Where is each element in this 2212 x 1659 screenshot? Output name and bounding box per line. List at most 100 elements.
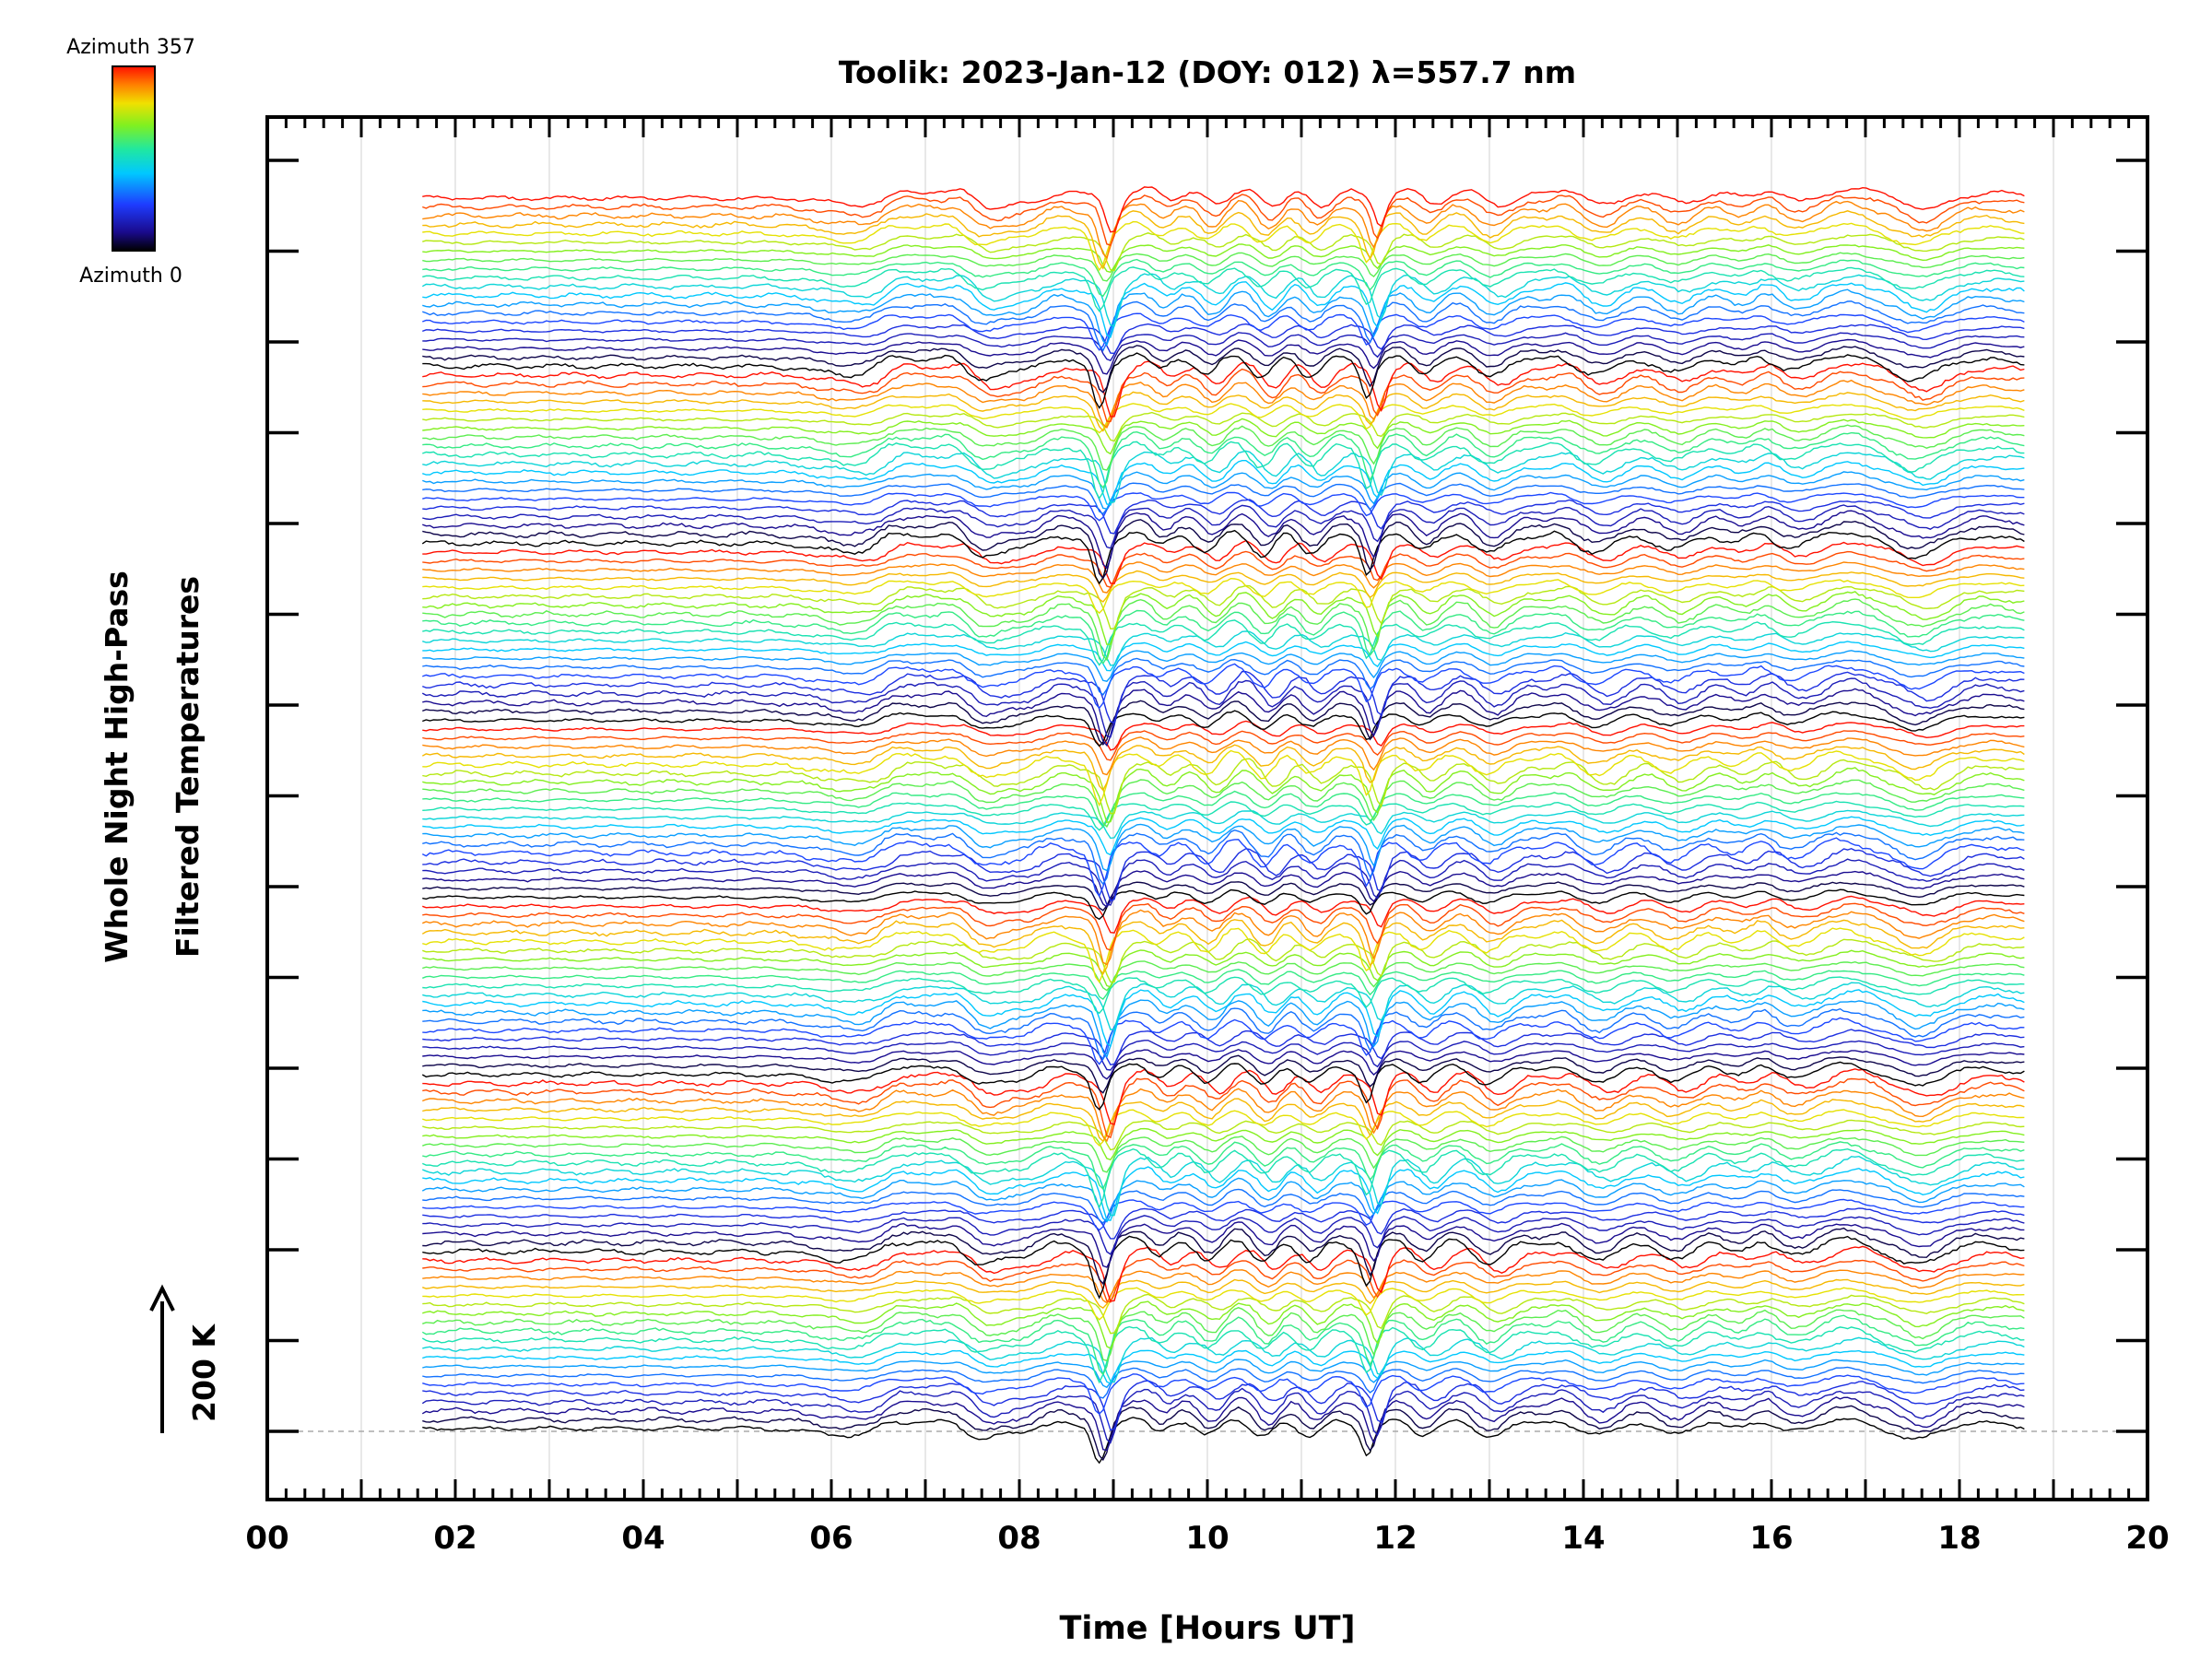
azimuth-series-line [422,1417,2025,1465]
x-tick-label: 18 [1937,1520,1981,1557]
azimuth-series-line [422,1098,2025,1143]
azimuth-series-line [422,570,2025,603]
azimuth-series-line [422,989,2025,1048]
azimuth-series-line [422,332,2025,361]
azimuth-series-line [422,584,2025,629]
azimuth-series-line [422,450,2025,504]
scale-bar-label: 200 K [186,1324,222,1422]
azimuth-series-line [422,700,2025,746]
azimuth-series-line [422,730,2025,761]
azimuth-series-line [422,800,2025,831]
azimuth-series-line [422,499,2025,535]
azimuth-series-line [422,976,2025,1015]
azimuth-series-line [422,1135,2025,1173]
azimuth-series-line [422,300,2025,352]
azimuth-series-line [422,758,2025,815]
azimuth-series-line [422,345,2025,394]
x-tick-label: 00 [245,1520,288,1557]
azimuth-series-line [422,1007,2025,1061]
azimuth-series-line [422,650,2025,682]
azimuth-series-line [422,1278,2025,1309]
azimuth-series-line [422,641,2025,672]
azimuth-series-line [422,424,2025,471]
azimuth-series-line [422,460,2025,506]
azimuth-series-line [422,194,2025,246]
azimuth-series-line [422,720,2025,751]
azimuth-series-line [422,1235,2025,1300]
azimuth-series-line [422,1048,2025,1080]
azimuth-series-line [422,312,2025,351]
azimuth-series-line [422,577,2025,615]
azimuth-series-line [422,710,2025,747]
azimuth-series-line [422,243,2025,274]
azimuth-series-line [422,909,2025,966]
azimuth-series-line [422,1366,2025,1399]
azimuth-series-line [422,619,2025,666]
azimuth-series-line [422,403,2025,434]
azimuth-series-line [422,1380,2025,1431]
azimuth-series-line [422,491,2025,522]
azimuth-series-line [422,510,2025,570]
azimuth-series-line [422,767,2025,823]
azimuth-series-line [422,1293,2025,1335]
azimuth-series-line [422,1119,2025,1151]
azimuth-series-line [422,1307,2025,1362]
series-lines [421,186,2025,1465]
azimuth-series-line [422,938,2025,983]
x-tick-label: 10 [1185,1520,1229,1557]
azimuth-series-line [422,418,2025,455]
azimuth-series-line [421,1396,2025,1452]
azimuth-series-line [421,837,2025,898]
azimuth-series-line [422,670,2025,724]
azimuth-series-line [422,1198,2025,1231]
azimuth-series-line [422,1349,2025,1385]
x-tick-label: 08 [997,1520,1041,1557]
colorbar-top-label: Azimuth 357 [66,36,195,59]
azimuth-series-line [422,779,2025,829]
azimuth-series-line [422,960,2025,992]
colorbar-gradient [112,65,156,252]
azimuth-series-line [422,232,2025,272]
azimuth-series-line [422,1109,2025,1147]
colorbar: Azimuth 357 Azimuth 0 [66,36,195,288]
azimuth-series-line [422,471,2025,510]
azimuth-series-line [422,1155,2025,1217]
azimuth-series-line [422,609,2025,665]
azimuth-series-line [422,1336,2025,1383]
azimuth-series-line [421,919,2025,975]
x-tick-label: 04 [621,1520,665,1557]
azimuth-series-line [422,1068,2025,1125]
colorbar-bottom-label: Azimuth 0 [79,265,182,288]
azimuth-series-line [422,199,2025,260]
azimuth-series-line [421,677,2025,738]
azimuth-series-line [422,1029,2025,1065]
azimuth-series-line [422,288,2025,347]
azimuth-series-line [422,1257,2025,1303]
azimuth-series-line [422,368,2025,423]
azimuth-series-line [422,561,2025,594]
azimuth-series-line [421,744,2025,792]
axes [265,115,2149,1501]
azimuth-series-line [422,902,2025,951]
x-tick-labels: 00 02 04 06 08 10 12 14 16 18 20 [245,1520,2169,1557]
azimuth-series-line [422,281,2025,338]
azimuth-series-line [422,430,2025,489]
azimuth-series-line [421,529,2025,585]
azimuth-series-line [422,949,2025,988]
azimuth-series-line [422,1215,2025,1255]
azimuth-series-line [422,323,2025,355]
azimuth-series-line [422,1207,2025,1240]
azimuth-series-line [422,847,2025,902]
azimuth-series-line [422,999,2025,1059]
scale-bar: 200 K [149,1284,222,1433]
azimuth-series-line [422,411,2025,442]
azimuth-series-line [422,870,2025,909]
azimuth-series-line [421,1177,2025,1223]
azimuth-series-line [422,1245,2025,1302]
azimuth-series-line [422,210,2025,270]
azimuth-series-line [422,1359,2025,1389]
azimuth-series-line [422,809,2025,840]
azimuth-series-line [422,1287,2025,1321]
azimuth-series-line [422,1221,2025,1268]
